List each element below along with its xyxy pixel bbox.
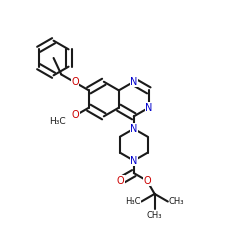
Text: O: O bbox=[117, 176, 124, 186]
Text: O: O bbox=[72, 110, 79, 120]
Text: H₃C: H₃C bbox=[49, 117, 66, 126]
Text: N: N bbox=[130, 77, 138, 87]
Text: CH₃: CH₃ bbox=[169, 197, 184, 206]
Text: H₃C: H₃C bbox=[125, 197, 140, 206]
Text: O: O bbox=[71, 78, 79, 88]
Text: N: N bbox=[130, 124, 138, 134]
Text: CH₃: CH₃ bbox=[147, 210, 162, 220]
Text: N: N bbox=[145, 103, 152, 113]
Text: O: O bbox=[143, 176, 151, 186]
Text: N: N bbox=[130, 156, 138, 166]
